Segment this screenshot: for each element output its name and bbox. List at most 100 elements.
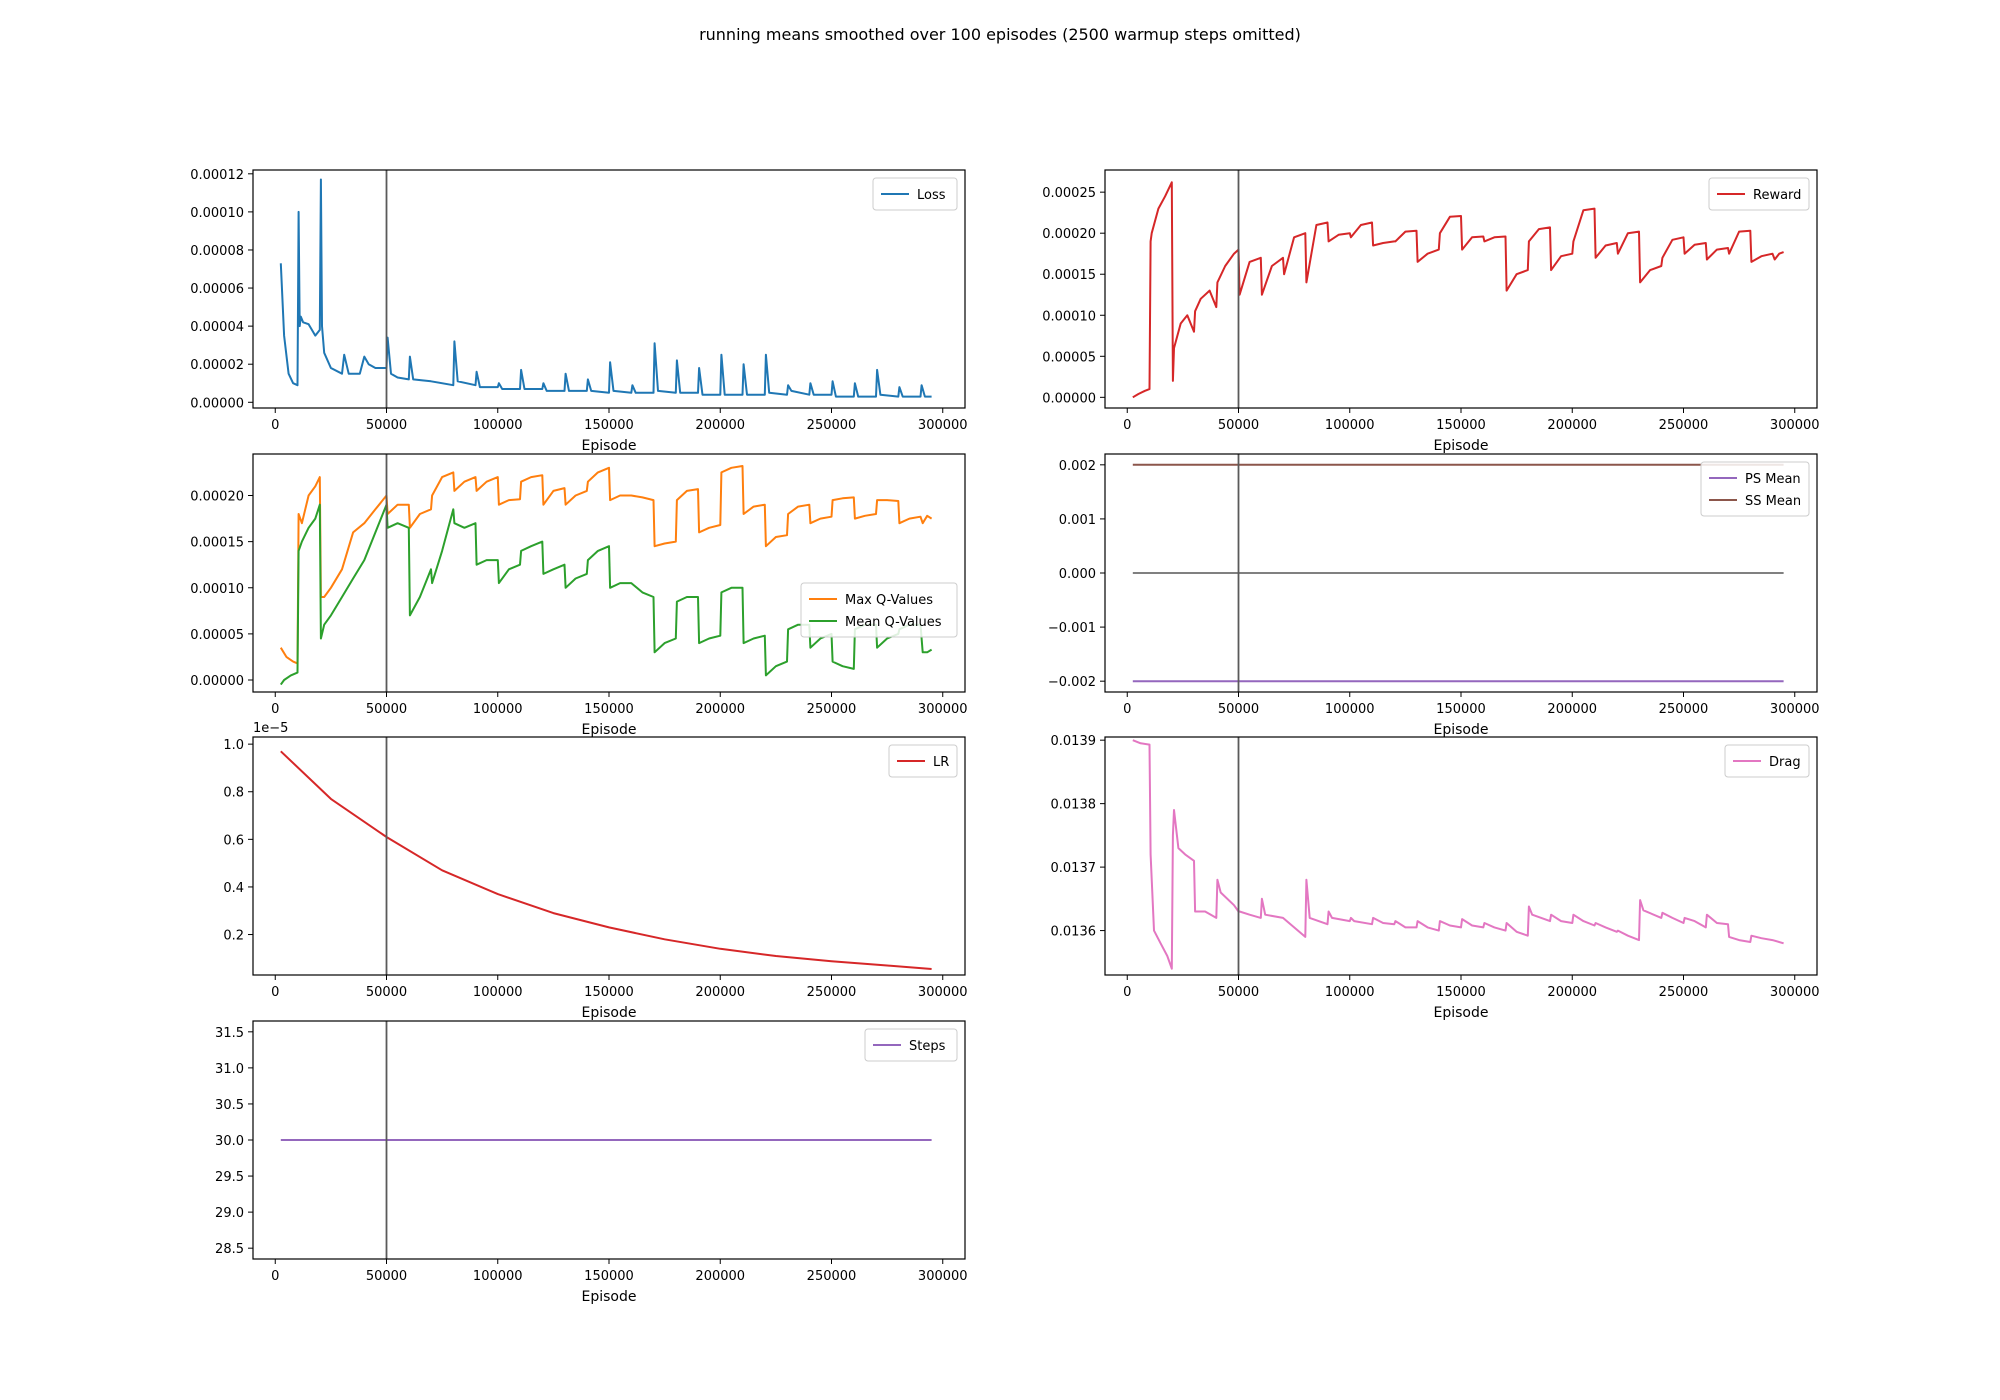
x-tick-label: 50000	[366, 418, 407, 433]
x-tick-label: 0	[271, 1269, 279, 1284]
y-tick-label: 0.00006	[190, 282, 244, 297]
y-tick-label: 0.00012	[190, 168, 244, 183]
y-tick-label: 0.00020	[1042, 227, 1096, 242]
x-tick-label: 250000	[807, 702, 857, 717]
y-tick-label: 0.001	[1059, 513, 1096, 528]
legend-frame	[864, 1028, 958, 1062]
subplot-drag: 0 50000 100000 150000 200000 250000 300000 0.01…	[1051, 734, 1820, 1021]
x-tick-label: 50000	[366, 985, 407, 1000]
y-tick-label: 0.00025	[1042, 186, 1096, 201]
x-tick-label: 300000	[918, 418, 968, 433]
y-tick-label: 0.00008	[190, 244, 244, 259]
legend-label: Max Q-Values	[845, 593, 933, 608]
legend-frame	[1724, 744, 1810, 778]
x-tick-label: 150000	[584, 702, 634, 717]
legend-steps: Steps	[864, 1028, 958, 1062]
x-tick-label: 0	[271, 985, 279, 1000]
y-tick-label: 0.0139	[1051, 734, 1097, 749]
x-tick-label: 200000	[1547, 985, 1597, 1000]
x-tick-label: 50000	[366, 1269, 407, 1284]
plot-area-ps_ss	[1132, 454, 1784, 692]
subplot-steps: 0 50000 100000 150000 200000 250000 300000 28.5…	[215, 1020, 968, 1305]
y-tick-label: 0.0138	[1051, 798, 1097, 813]
x-tick-label: 200000	[1547, 702, 1597, 717]
x-tick-label: 0	[1123, 702, 1131, 717]
y-tick-label: −0.001	[1048, 621, 1096, 636]
x-tick-label: 150000	[584, 985, 634, 1000]
y-tick-label: 31.0	[215, 1062, 244, 1077]
y-tick-label: 0.00000	[190, 674, 244, 689]
x-tick-label: 100000	[473, 985, 523, 1000]
y-tick-label: 29.5	[215, 1170, 244, 1185]
x-axis-label: Episode	[582, 1289, 637, 1305]
x-tick-label: 100000	[1325, 702, 1375, 717]
y-tick-label: 0.00010	[190, 582, 244, 597]
x-tick-label: 250000	[807, 1269, 857, 1284]
suptitle: running means smoothed over 100 episodes…	[699, 25, 1301, 44]
x-tick-label: 200000	[695, 702, 745, 717]
y-tick-label: 30.0	[215, 1134, 244, 1149]
x-tick-label: 250000	[1659, 418, 1709, 433]
series-line-loss-0	[279, 178, 932, 398]
x-tick-label: 300000	[1770, 418, 1820, 433]
x-tick-label: 150000	[1436, 418, 1486, 433]
legend-ps_ss: PS Mean SS Mean	[1700, 461, 1810, 517]
series-line-drag-0	[1132, 739, 1784, 970]
x-axis-label: Episode	[582, 1005, 637, 1021]
plot-area-steps	[280, 1021, 932, 1259]
legend-label: Drag	[1769, 755, 1801, 770]
plot-area-loss	[279, 170, 932, 408]
x-tick-label: 50000	[1218, 985, 1259, 1000]
y-tick-label: 0.0136	[1051, 925, 1097, 940]
y-tick-label: 0.6	[223, 833, 244, 848]
x-tick-label: 150000	[1436, 702, 1486, 717]
x-axis-label: Episode	[582, 722, 637, 738]
x-tick-label: 250000	[1659, 985, 1709, 1000]
subplot-loss: 0 50000 100000 150000 200000 250000 300000 0.00…	[190, 168, 967, 454]
y-tick-label: 0.00010	[1042, 309, 1096, 324]
legend-label: Mean Q-Values	[845, 615, 942, 630]
x-tick-label: 0	[1123, 418, 1131, 433]
subplot-qvalues: 0 50000 100000 150000 200000 250000 300000 0.00…	[190, 453, 968, 738]
y-tick-label: 1.0	[223, 738, 244, 753]
y-tick-label: 0.00020	[190, 490, 244, 505]
x-axis-label: Episode	[582, 438, 637, 454]
y-tick-label: 0.00005	[190, 628, 244, 643]
plot-area-qvalues	[279, 454, 933, 692]
axes-frame	[1104, 736, 1818, 976]
x-tick-label: 250000	[1659, 702, 1709, 717]
x-tick-label: 50000	[366, 702, 407, 717]
x-tick-label: 0	[1123, 985, 1131, 1000]
subplots: 0 50000 100000 150000 200000 250000 300000 0.00…	[190, 168, 1819, 1305]
series-line-reward-0	[1132, 181, 1784, 399]
legend-label: Loss	[917, 188, 946, 203]
y-tick-label: 0.00000	[190, 396, 244, 411]
plot-area-reward	[1132, 170, 1784, 408]
subplot-lr: 0 50000 100000 150000 200000 250000 300000 0.2 0…	[223, 721, 967, 1021]
y-tick-label: 29.0	[215, 1206, 244, 1221]
series-line-lr-0	[280, 750, 932, 970]
x-tick-label: 100000	[1325, 985, 1375, 1000]
legend-label: PS Mean	[1745, 472, 1801, 487]
y-tick-label: 0.2	[223, 929, 244, 944]
x-tick-label: 300000	[918, 702, 968, 717]
series-line-qvalues-0	[279, 465, 933, 665]
y-tick-label: 0.00000	[1042, 391, 1096, 406]
y-tick-label: 30.5	[215, 1098, 244, 1113]
x-tick-label: 50000	[1218, 418, 1259, 433]
legend-frame	[872, 177, 958, 211]
y-tick-label: 0.00010	[190, 206, 244, 221]
y-tick-label: 0.4	[223, 881, 244, 896]
x-tick-label: 300000	[1770, 702, 1820, 717]
x-tick-label: 150000	[1436, 985, 1486, 1000]
x-tick-label: 200000	[695, 1269, 745, 1284]
y-tick-label: 0.000	[1059, 567, 1096, 582]
y-tick-label: 0.00015	[1042, 268, 1096, 283]
plot-area-drag	[1132, 737, 1784, 975]
x-tick-label: 300000	[1770, 985, 1820, 1000]
y-tick-label: 0.00002	[190, 358, 244, 373]
x-tick-label: 150000	[584, 418, 634, 433]
y-tick-label: 0.00004	[190, 320, 244, 335]
y-tick-label: 31.5	[215, 1026, 244, 1041]
